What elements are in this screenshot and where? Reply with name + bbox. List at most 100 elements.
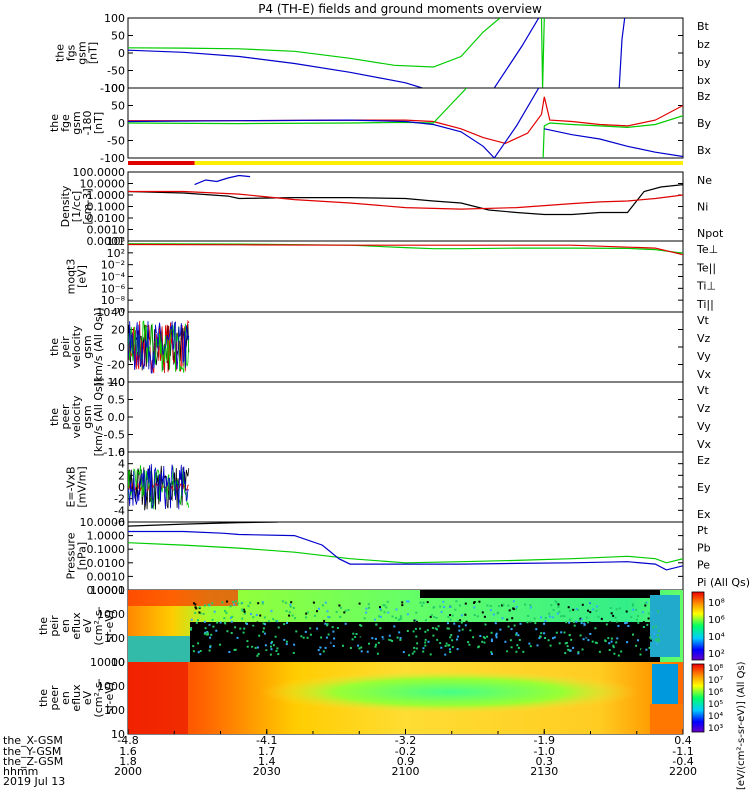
speckle-dot <box>391 640 394 642</box>
speckle-dot <box>610 612 613 615</box>
colorbar-label: [eV/(cm²-s-sr-eV)] (All Qs) <box>736 661 747 790</box>
speckle-dot <box>391 615 394 618</box>
speckle-dot <box>212 647 215 650</box>
speckle-dot <box>351 652 354 655</box>
speckle-dot <box>627 625 630 627</box>
figure-title: P4 (TH-E) fields and ground moments over… <box>258 2 542 16</box>
speckle-dot <box>229 605 232 608</box>
speckle-dot <box>260 637 263 640</box>
speckle-dot <box>270 645 272 648</box>
speckle-dot <box>617 624 620 627</box>
speckle-dot <box>655 638 657 641</box>
speckle-dot <box>413 646 416 649</box>
speckle-dot <box>379 627 382 630</box>
speckle-dot <box>495 636 498 639</box>
speckle-dot <box>589 633 592 635</box>
speckle-dot <box>317 649 320 652</box>
speckle-dot <box>285 610 288 613</box>
speckle-dot <box>207 622 210 625</box>
speckle-dot <box>540 616 543 619</box>
speckle-dot <box>620 650 623 653</box>
speckle-dot <box>319 646 322 649</box>
y-tick-label: 0.0010 <box>87 570 126 583</box>
speckle-dot <box>552 630 554 633</box>
panel-frame <box>127 381 684 453</box>
speckle-dot <box>270 610 273 613</box>
speckle-dot <box>625 621 628 624</box>
legend-label: Ey <box>697 481 711 494</box>
speckle-dot <box>637 621 640 624</box>
speckle-dot <box>192 650 195 653</box>
speckle-dot <box>267 620 270 623</box>
speckle-dot <box>609 621 612 624</box>
speckle-dot <box>276 647 279 650</box>
speckle-dot <box>445 651 448 654</box>
speckle-dot <box>572 608 575 611</box>
speckle-dot <box>263 634 266 637</box>
speckle-dot <box>205 633 208 636</box>
speckle-dot <box>477 645 480 648</box>
mode-bar <box>128 161 683 165</box>
speckle-dot <box>270 642 273 645</box>
speckle-dot <box>247 604 250 607</box>
panel-series <box>128 463 190 511</box>
speckle-dot <box>327 633 330 636</box>
speckle-dot <box>352 632 355 635</box>
speckle-dot <box>624 622 627 625</box>
speckle-dot <box>398 631 401 634</box>
y-tick-label: 0.0010 <box>87 224 126 237</box>
colorbar-tick-lower: 10⁶ <box>708 688 723 698</box>
speckle-dot <box>249 601 252 604</box>
colorbar-tick-upper: 10⁴ <box>708 632 725 643</box>
speckle-dot <box>368 606 370 609</box>
x-axis-row-label: hhmm <box>3 765 38 778</box>
speckle-dot <box>615 641 618 644</box>
speckle-dot <box>251 626 254 629</box>
y-tick-label: -6 <box>114 516 125 529</box>
speckle-dot <box>530 637 533 640</box>
speckle-dot <box>447 615 450 618</box>
speckle-dot <box>449 636 452 639</box>
speckle-dot <box>535 635 538 638</box>
speckle-dot <box>579 617 582 620</box>
y-axis-label-line: [nT] <box>87 42 100 64</box>
speckle-dot <box>627 654 630 657</box>
speckle-dot <box>478 600 481 603</box>
panels: 100500-50-100thefgsgsm[nT]Btbzbybx100500… <box>37 12 750 741</box>
speckle-dot <box>336 627 339 629</box>
speckle-dot <box>649 636 652 639</box>
y-tick-label: 0.0 <box>108 411 126 424</box>
speckle-dot <box>401 642 404 645</box>
y-tick-label: 10⁻⁴ <box>101 271 126 284</box>
speckle-dot <box>215 629 218 632</box>
speckle-dot <box>388 634 391 637</box>
speckle-dot <box>360 624 363 627</box>
y-tick-label: -100 <box>100 82 125 95</box>
speckle-dot <box>544 620 547 622</box>
speckle-dot <box>234 600 237 603</box>
speckle-dot <box>326 623 329 626</box>
series-bx <box>128 49 423 88</box>
speckle-dot <box>342 644 344 647</box>
speckle-dot <box>477 652 480 655</box>
speckle-dot <box>234 648 237 651</box>
y-axis-label-line: Density <box>59 185 72 227</box>
speckle-dot <box>539 635 542 638</box>
legend-label: by <box>697 56 711 69</box>
speckle-dot <box>224 621 226 624</box>
y-tick-label: 50 <box>111 100 125 113</box>
speckle-dot <box>343 642 346 645</box>
speckle-dot <box>326 610 329 613</box>
speckle-dot <box>239 627 242 630</box>
series-bx_spike <box>493 18 540 88</box>
speckle-dot <box>360 636 363 639</box>
speckle-dot <box>506 618 509 621</box>
peir-spectrogram-right-blue <box>650 595 680 657</box>
panel-series <box>128 243 683 256</box>
speckle-dot <box>473 606 476 609</box>
speckle-dot <box>451 646 454 649</box>
speckle-dot <box>206 631 209 634</box>
speckle-dot <box>506 648 509 651</box>
